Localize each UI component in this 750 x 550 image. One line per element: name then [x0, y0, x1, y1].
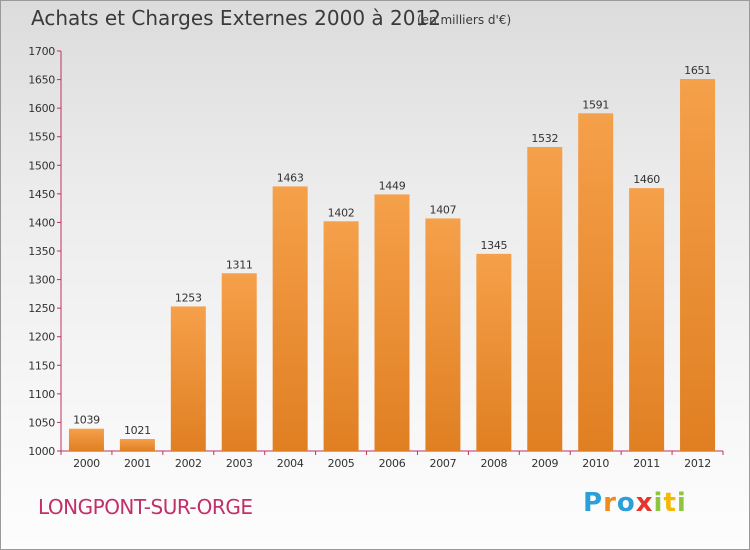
- y-tick-label: 1500: [28, 159, 55, 172]
- x-tick-label: 2010: [582, 457, 609, 470]
- bar-2009: [527, 147, 563, 451]
- y-tick-label: 1100: [28, 388, 55, 401]
- x-tick-label: 2008: [480, 457, 507, 470]
- x-tick-label: 2003: [226, 457, 253, 470]
- value-label: 1345: [480, 239, 507, 252]
- proxiti-logo: Proxiti: [583, 488, 687, 518]
- value-label: 1407: [430, 203, 457, 216]
- bar-2000: [68, 428, 104, 451]
- y-tick-label: 1450: [28, 188, 55, 201]
- value-label: 1591: [582, 98, 609, 111]
- logo-letter: x: [635, 488, 654, 518]
- bar-2012: [680, 79, 716, 451]
- value-label: 1460: [633, 173, 660, 186]
- y-tick-label: 1200: [28, 331, 55, 344]
- value-label: 1039: [73, 414, 100, 427]
- y-tick-label: 1600: [28, 102, 55, 115]
- value-label: 1402: [328, 206, 355, 219]
- y-tick-label: 1300: [28, 274, 55, 287]
- logo-letter: t: [663, 488, 677, 518]
- bar-2006: [374, 194, 410, 451]
- y-tick-label: 1400: [28, 216, 55, 229]
- x-tick-label: 2006: [379, 457, 406, 470]
- logo-letter: i: [676, 488, 687, 518]
- value-label: 1021: [124, 424, 151, 437]
- value-label: 1532: [531, 132, 558, 145]
- value-label: 1311: [226, 258, 253, 271]
- y-tick-label: 1350: [28, 245, 55, 258]
- logo-letter: r: [603, 488, 617, 518]
- bar-2010: [578, 113, 614, 452]
- bar-2008: [476, 253, 512, 451]
- x-tick-label: 2007: [430, 457, 457, 470]
- commune-name: LONGPONT-SUR-ORGE: [38, 495, 253, 519]
- bar-2002: [170, 306, 206, 451]
- value-label: 1449: [379, 179, 406, 192]
- logo-letter: P: [583, 488, 604, 518]
- y-tick-label: 1000: [28, 445, 55, 458]
- y-tick-label: 1250: [28, 302, 55, 315]
- chart-subtitle: (en milliers d'€): [417, 13, 512, 27]
- value-label: 1253: [175, 291, 202, 304]
- value-label: 1463: [277, 171, 304, 184]
- x-tick-label: 2012: [684, 457, 711, 470]
- x-tick-label: 2000: [73, 457, 100, 470]
- y-tick-label: 1700: [28, 45, 55, 58]
- x-tick-label: 2009: [531, 457, 558, 470]
- y-tick-label: 1650: [28, 74, 55, 87]
- chart-title: Achats et Charges Externes 2000 à 2012: [31, 6, 441, 30]
- y-tick-label: 1550: [28, 131, 55, 144]
- x-tick-label: 2011: [633, 457, 660, 470]
- bar-2005: [323, 221, 359, 451]
- x-tick-label: 2004: [277, 457, 304, 470]
- bar-2003: [221, 273, 257, 451]
- y-tick-label: 1050: [28, 416, 55, 429]
- x-tick-label: 2002: [175, 457, 202, 470]
- x-tick-label: 2005: [328, 457, 355, 470]
- y-tick-label: 1150: [28, 359, 55, 372]
- value-label: 1651: [684, 64, 711, 77]
- bar-2007: [425, 218, 461, 451]
- bar-2011: [629, 188, 665, 451]
- bar-2001: [119, 439, 155, 451]
- x-tick-label: 2001: [124, 457, 151, 470]
- logo-letter: o: [616, 488, 636, 518]
- logo-letter: i: [653, 488, 664, 518]
- bar-2004: [272, 186, 308, 451]
